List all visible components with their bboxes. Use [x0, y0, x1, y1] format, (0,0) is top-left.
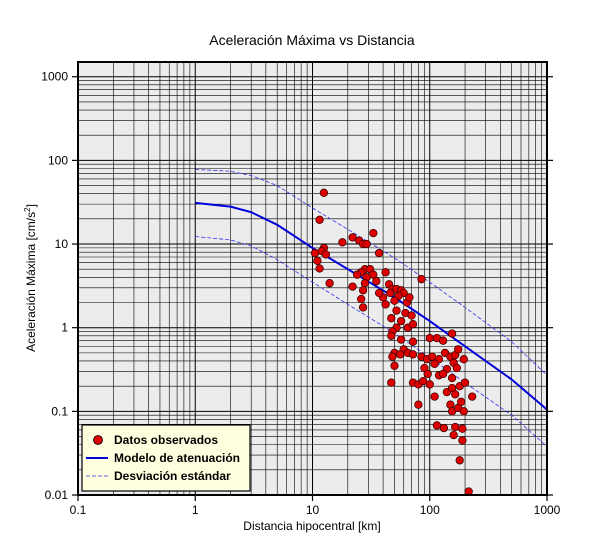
- model-line: [195, 201, 548, 411]
- legend-marker-icon: [93, 435, 103, 445]
- data-point: [396, 316, 406, 326]
- data-point: [439, 423, 449, 433]
- std-dev-lower-line: [195, 236, 548, 447]
- y-axis-ticks: 0.01 0.1 1 10 100 1000: [41, 70, 553, 502]
- y-tick-label: 1000: [41, 70, 68, 84]
- data-point: [407, 311, 416, 320]
- data-point: [372, 277, 381, 286]
- data-point: [348, 282, 357, 291]
- y-axis-label-main: Aceleración Máxima [cm/s: [24, 212, 38, 352]
- gridlines: [77, 62, 547, 496]
- data-point: [387, 314, 396, 323]
- data-point: [358, 303, 368, 312]
- y-tick-label: 10: [55, 237, 69, 251]
- data-point: [338, 238, 347, 247]
- data-point: [425, 380, 434, 389]
- y-axis-label: Aceleración Máxima [cm/s2]: [23, 204, 38, 352]
- legend-label-model: Modelo de atenuación: [114, 451, 240, 465]
- data-point: [408, 337, 418, 346]
- data-point: [313, 256, 322, 265]
- data-point: [390, 296, 399, 305]
- data-point: [468, 392, 477, 401]
- data-point: [315, 264, 324, 273]
- data-point: [381, 268, 390, 277]
- y-tick-label: 0.1: [51, 404, 68, 418]
- data-point: [423, 369, 432, 379]
- data-point: [369, 228, 378, 238]
- y-axis-label-end: ]: [24, 204, 38, 207]
- data-point: [458, 436, 467, 445]
- std-dev-upper-line: [195, 169, 548, 376]
- data-point: [390, 361, 399, 370]
- data-point: [451, 422, 460, 432]
- data-point: [362, 239, 371, 249]
- data-point: [392, 306, 401, 315]
- data-point: [447, 373, 457, 383]
- data-point: [430, 392, 439, 401]
- data-point: [454, 345, 463, 354]
- data-point: [387, 331, 396, 340]
- data-point: [408, 320, 418, 329]
- x-tick-label: 100: [420, 503, 440, 517]
- data-point: [388, 352, 397, 361]
- data-point: [387, 378, 396, 387]
- data-point: [438, 336, 448, 345]
- std-dev-curves: [195, 169, 548, 447]
- y-tick-label: 1: [61, 321, 68, 335]
- data-point: [386, 288, 395, 298]
- data-point: [455, 456, 464, 465]
- legend-label-observed: Datos observados: [114, 433, 218, 447]
- data-point: [456, 397, 466, 406]
- data-point: [405, 293, 414, 302]
- observed-points: [310, 188, 477, 496]
- data-point: [460, 378, 470, 387]
- data-point: [321, 250, 331, 259]
- data-point: [396, 350, 405, 359]
- data-point: [417, 275, 426, 284]
- data-point: [408, 350, 418, 359]
- data-point: [459, 355, 468, 364]
- chart-title: Aceleración Máxima vs Distancia: [209, 32, 415, 48]
- data-point: [310, 248, 320, 258]
- data-point: [414, 400, 423, 409]
- data-point: [419, 376, 428, 386]
- data-point: [438, 369, 448, 379]
- data-point: [430, 359, 439, 368]
- data-point: [374, 248, 384, 258]
- data-point: [360, 279, 370, 288]
- data-point: [451, 390, 460, 399]
- x-tick-label: 1: [192, 503, 199, 517]
- data-point: [458, 424, 467, 433]
- x-tick-label: 10: [306, 503, 320, 517]
- data-point: [425, 333, 434, 343]
- data-point: [447, 329, 457, 338]
- x-tick-label: 1000: [534, 503, 561, 517]
- data-point: [432, 421, 442, 430]
- data-point: [374, 288, 384, 298]
- data-point: [449, 430, 458, 440]
- x-axis-ticks: 0.1 1 10 100 1000: [70, 495, 561, 517]
- legend-label-stddev: Desviación estándar: [114, 469, 231, 483]
- data-point: [459, 407, 468, 416]
- attenuation-model-curve: [195, 201, 548, 411]
- data-point: [325, 279, 334, 288]
- legend-box: [81, 424, 251, 492]
- data-point: [319, 188, 329, 197]
- data-point: [352, 270, 362, 279]
- data-point: [315, 215, 324, 224]
- y-tick-label: 100: [48, 153, 68, 167]
- data-point: [396, 335, 406, 344]
- x-axis-label: Distancia hipocentral [km]: [243, 519, 380, 533]
- legend: Datos observados Modelo de atenuación De…: [81, 424, 251, 492]
- data-point: [357, 294, 366, 304]
- y-axis-label-exponent: 2: [23, 207, 32, 212]
- data-point: [358, 286, 368, 295]
- data-point: [381, 300, 390, 309]
- y-tick-label: 0.01: [45, 488, 69, 502]
- data-point: [452, 363, 461, 373]
- data-point: [348, 233, 357, 242]
- x-tick-label: 0.1: [70, 503, 87, 517]
